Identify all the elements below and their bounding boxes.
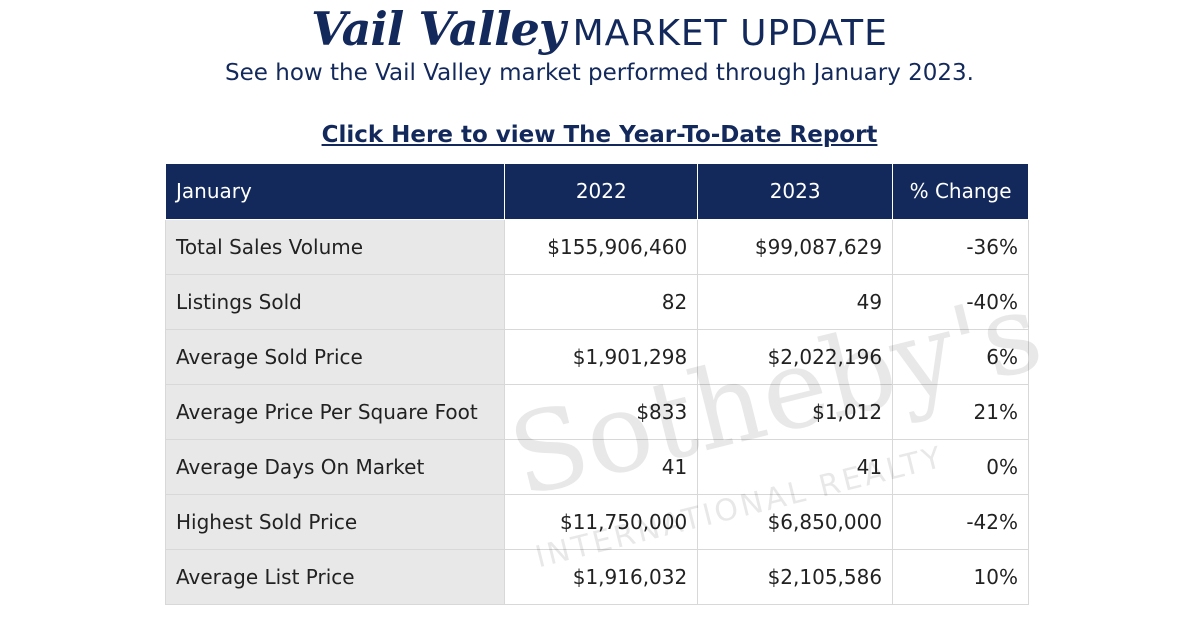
cell: $99,087,629 (697, 218, 894, 275)
cell: 41 (504, 438, 699, 495)
cell: 21% (892, 383, 1029, 440)
row-label: Total Sales Volume (164, 218, 506, 275)
column-header: 2023 (697, 164, 894, 220)
cell: -42% (892, 493, 1029, 550)
market-table: January 2022 2023% Change Total Sales Volum… (164, 164, 1029, 605)
cell: $6,850,000 (697, 493, 894, 550)
subtitle: See how the Vail Valley market performed… (225, 60, 974, 86)
column-header: January (164, 164, 506, 220)
data-row: Highest Sold Price $11,750,000 $6,850,000-… (164, 493, 1029, 550)
cell: $1,012 (697, 383, 894, 440)
cell: 49 (697, 273, 894, 330)
cell: 82 (504, 273, 699, 330)
cell: 10% (892, 548, 1029, 605)
cell: $1,901,298 (504, 328, 699, 385)
title-rest: MARKET UPDATE (572, 13, 888, 54)
column-header: % Change (892, 164, 1029, 220)
data-row: Average Price Per Square Foot $833 $1,012 2… (164, 383, 1029, 440)
cell: 41 (697, 438, 894, 495)
row-label: Average Days On Market (164, 438, 506, 495)
cell: 6% (892, 328, 1029, 385)
row-label: Highest Sold Price (164, 493, 506, 550)
cell: $11,750,000 (504, 493, 699, 550)
title-brand: Vail Valley (311, 2, 565, 56)
row-label: Average Sold Price (164, 328, 506, 385)
column-header: 2022 (504, 164, 699, 220)
row-label: Listings Sold (164, 273, 506, 330)
row-label: Average List Price (164, 548, 506, 605)
report-link[interactable]: Click Here to view The Year-To-Date Repo… (321, 122, 878, 148)
data-row: Average Days On Market 41 41 0% (164, 438, 1029, 495)
cell: $833 (504, 383, 699, 440)
cell: $155,906,460 (504, 218, 699, 275)
data-row: Total Sales Volume $155,906,460 $99,087,62… (164, 218, 1029, 275)
cell: -36% (892, 218, 1029, 275)
title: Vail Valley MARKET UPDATE (0, 2, 1199, 56)
cell: -40% (892, 273, 1029, 330)
data-row: Average Sold Price $1,901,298 $2,022,196 6% (164, 328, 1029, 385)
cell: 0% (892, 438, 1029, 495)
data-row: Listings Sold 82 49 -40% (164, 273, 1029, 330)
cell: $2,105,586 (697, 548, 894, 605)
row-label: Average Price Per Square Foot (164, 383, 506, 440)
cell: $2,022,196 (697, 328, 894, 385)
header-row: January 2022 2023% Change (164, 164, 1029, 220)
data-row: Average List Price $1,916,032 $2,105,586 10… (164, 548, 1029, 605)
cell: $1,916,032 (504, 548, 699, 605)
